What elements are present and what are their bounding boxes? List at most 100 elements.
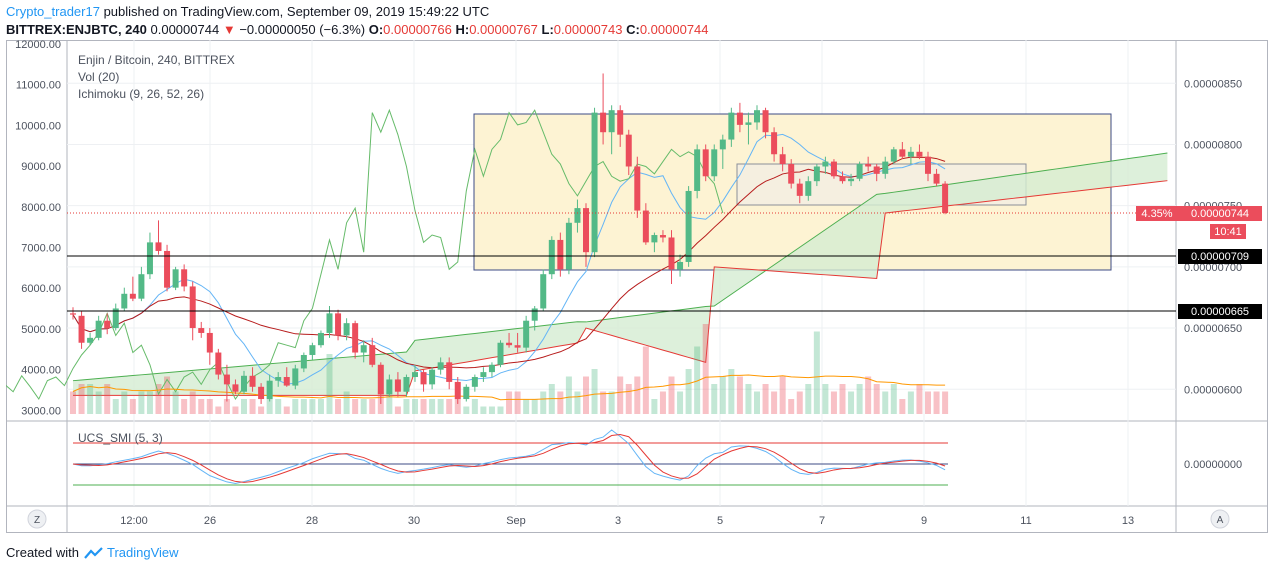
candle-body	[839, 176, 846, 182]
time-axis: 12:00 26 28 30 Sep 3 5 7 9 11 13	[120, 515, 1134, 527]
footer: Created with TradingView	[6, 545, 179, 560]
time-tick-label: 13	[1122, 515, 1134, 527]
volume-bar	[736, 376, 743, 414]
volume-bar	[497, 406, 504, 414]
candle-body	[292, 368, 299, 386]
high-label: H:	[455, 22, 470, 37]
smi-line	[72, 429, 946, 484]
candle-body	[146, 242, 153, 275]
candle-body	[275, 377, 282, 381]
tradingview-brand: TradingView	[106, 545, 179, 560]
candle-body	[933, 173, 940, 184]
candle-body	[600, 112, 607, 133]
volume-bar	[523, 399, 530, 414]
volume-bar	[146, 391, 153, 414]
volume-bar	[540, 391, 547, 414]
volume-bar	[531, 399, 538, 414]
candle-body	[437, 362, 444, 370]
volume-bar	[403, 399, 410, 414]
candle-body	[694, 149, 701, 191]
volume-bar	[796, 391, 803, 414]
candle-body	[104, 320, 111, 329]
volume-bar	[326, 354, 333, 414]
volume-bar	[78, 384, 85, 414]
time-tick-label: 9	[921, 515, 927, 527]
high-value: 0.00000767	[469, 22, 538, 37]
candle-body	[805, 181, 812, 196]
level-badge-1	[1178, 249, 1262, 264]
close-label: C:	[626, 22, 640, 37]
volume-bar	[677, 391, 684, 414]
volume-bar	[702, 324, 709, 414]
candle-body	[642, 210, 649, 243]
author-link[interactable]: Crypto_trader17	[6, 4, 100, 19]
volume-bar	[463, 406, 470, 414]
candle-body	[377, 364, 384, 395]
candle-body	[266, 380, 273, 400]
volume-bar	[95, 391, 102, 414]
candle-body	[659, 235, 666, 238]
tradingview-cloud-icon	[84, 546, 103, 559]
volume-bar	[728, 369, 735, 414]
scale-z-button[interactable]	[27, 509, 47, 529]
candle-body	[523, 320, 530, 348]
volume-bar	[634, 376, 641, 414]
volume-bar	[848, 391, 855, 414]
volume-bar	[771, 391, 778, 414]
countdown-badge	[1210, 224, 1246, 239]
price-chart[interactable]: 12:00 26 28 30 Sep 3 5 7 9 11 13 12000.0011000.001…	[0, 39, 1268, 533]
chikou-line	[0, 108, 724, 401]
volume-bar	[412, 399, 418, 414]
tradingview-link[interactable]: TradingView	[83, 545, 179, 560]
candle-body	[899, 149, 906, 157]
volume-bar	[215, 406, 222, 414]
volume-bar	[830, 391, 837, 414]
chart-frame[interactable]: 12:00 26 28 30 Sep 3 5 7 9 11 13 12000.00 11000.00 1…	[0, 39, 1268, 533]
volume-bar	[309, 399, 316, 414]
volume-bar	[617, 376, 624, 414]
legend-title: Enjin / Bitcoin, 240, BITTREX	[78, 53, 235, 67]
candle-body	[548, 239, 555, 275]
candle-body	[882, 161, 889, 174]
last-price-text: 0.00000744	[150, 22, 220, 37]
candle-body	[446, 362, 453, 382]
osc-tick-label: 0.00000000	[1184, 459, 1242, 471]
scale-a-button[interactable]	[1210, 509, 1230, 529]
legend-vol: Vol (20)	[78, 70, 119, 84]
candle-body	[565, 222, 572, 270]
scale-a-label: A	[1217, 515, 1224, 526]
volume-bar	[300, 399, 307, 414]
candle-body	[249, 375, 256, 387]
volume-bar	[591, 369, 598, 414]
volume-bar	[694, 346, 701, 414]
left-tick-label: 12000.00	[15, 40, 61, 51]
candle-body	[471, 377, 478, 387]
volume-bar	[283, 406, 290, 414]
candle-body	[309, 345, 316, 355]
volume-bar	[882, 391, 889, 414]
volume-bar	[608, 391, 615, 414]
volume-bar	[754, 391, 760, 414]
time-tick-label: 30	[408, 515, 420, 527]
countdown-text: 10:41	[1214, 226, 1242, 238]
volume-bar	[822, 384, 829, 414]
volume-bar	[112, 399, 119, 414]
low-label: L:	[541, 22, 554, 37]
volume-bar	[480, 406, 487, 414]
volume-bar	[266, 399, 273, 414]
volume-bar	[856, 384, 863, 414]
candle-body	[736, 112, 743, 125]
publish-info: published on TradingView.com, September …	[103, 4, 490, 19]
volume-bar	[394, 406, 401, 414]
candle-body	[514, 345, 521, 348]
candle-body	[557, 239, 564, 270]
volume-bar	[574, 391, 581, 414]
candle-body	[916, 151, 923, 157]
left-tick-label: 6000.00	[21, 283, 61, 295]
price-tick-label: 0.00000850	[1184, 78, 1242, 90]
volume-bar	[907, 391, 914, 414]
candle-body	[181, 269, 188, 287]
price-tick-label: 0.00000700	[1184, 262, 1242, 274]
time-tick-label: Sep	[506, 515, 526, 527]
candle-body	[326, 313, 333, 333]
